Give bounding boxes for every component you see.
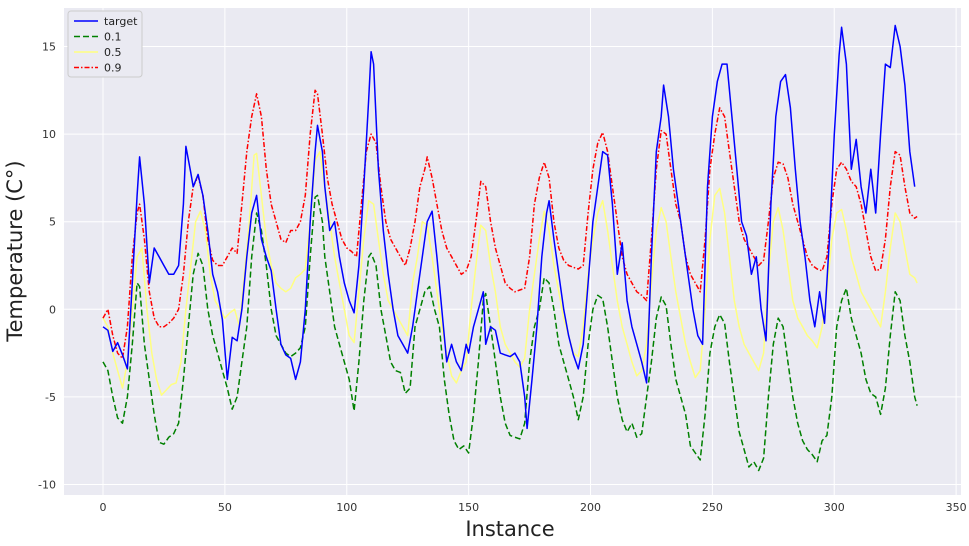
x-tick-label: 50 bbox=[218, 501, 232, 514]
plot-area bbox=[64, 8, 961, 495]
y-tick-label: -10 bbox=[38, 478, 56, 491]
y-axis-title: Temperature (C°) bbox=[3, 160, 27, 342]
grid-lines bbox=[64, 8, 961, 495]
legend-box bbox=[67, 10, 143, 78]
y-tick-label: 0 bbox=[49, 303, 56, 316]
legend-label: 0.1 bbox=[104, 31, 122, 44]
x-tick-label: 350 bbox=[946, 501, 967, 514]
x-tick-label: 300 bbox=[824, 501, 845, 514]
x-tick-label: 250 bbox=[702, 501, 723, 514]
x-tick-label: 150 bbox=[458, 501, 479, 514]
y-tick-label: 10 bbox=[42, 128, 56, 141]
series-line-target bbox=[102, 24, 916, 430]
y-tick-label: -5 bbox=[45, 391, 56, 404]
series-lines bbox=[102, 24, 918, 472]
y-tick-label: 5 bbox=[49, 216, 56, 229]
x-tick-label: 200 bbox=[580, 501, 601, 514]
x-axis-title: Instance bbox=[465, 517, 554, 541]
legend: target 0.1 0.5 0.9 bbox=[67, 10, 143, 78]
tick-labels: 0 50 100 150 200 250 300 350 -10 -5 0 5 10 15 bbox=[38, 41, 967, 514]
legend-label: target bbox=[104, 15, 138, 28]
x-tick-label: 0 bbox=[100, 501, 107, 514]
legend-label: 0.9 bbox=[104, 62, 122, 75]
y-tick-label: 15 bbox=[42, 41, 56, 54]
legend-label: 0.5 bbox=[104, 46, 122, 59]
x-tick-label: 100 bbox=[336, 501, 357, 514]
